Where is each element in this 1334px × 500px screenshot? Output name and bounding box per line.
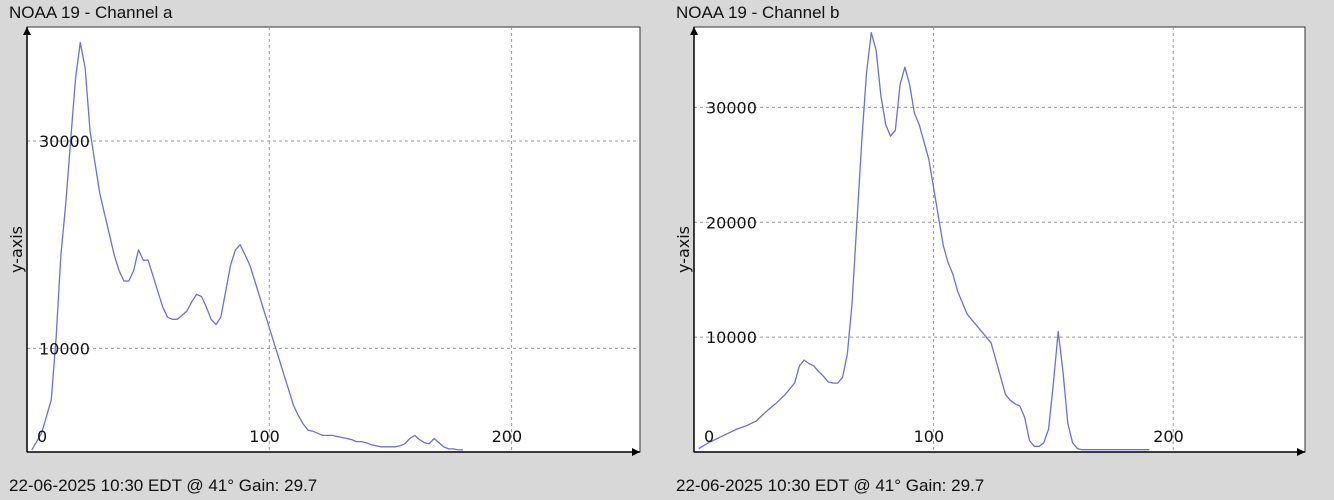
chart-footer: 22-06-2025 10:30 EDT @ 41° Gain: 29.7 — [9, 476, 318, 495]
chart-panel-b: NOAA 19 - Channel b 0 100 200 10000 20000 300… — [667, 0, 1334, 500]
y-tick-label: 10000 — [706, 328, 757, 347]
y-tick-label: 10000 — [39, 339, 90, 358]
series-line — [31, 41, 464, 451]
y-tick-label: 30000 — [706, 98, 757, 117]
chart-plot-b: 0 100 200 10000 20000 30000 y-axis — [674, 26, 1306, 456]
x-axis-arrow — [632, 448, 640, 456]
chart-footer: 22-06-2025 10:30 EDT @ 41° Gain: 29.7 — [676, 476, 985, 495]
plot-area — [693, 26, 1306, 453]
y-axis-title: y-axis — [674, 226, 693, 273]
x-tick-label: 0 — [704, 427, 714, 446]
x-tick-label: 100 — [914, 427, 945, 446]
chart-title: NOAA 19 - Channel a — [9, 3, 173, 22]
x-tick-label: 100 — [249, 427, 280, 446]
y-axis-arrow — [690, 27, 698, 35]
x-axis-arrow — [1297, 448, 1305, 456]
plot-area — [26, 26, 641, 453]
x-tick-label: 200 — [1153, 427, 1184, 446]
series-line — [698, 32, 1150, 451]
y-tick-label: 30000 — [39, 132, 90, 151]
y-axis-arrow — [23, 27, 31, 35]
chart-title: NOAA 19 - Channel b — [676, 3, 840, 22]
chart-plot-a: 0 100 200 10000 30000 y-axis — [7, 26, 641, 456]
y-axis-title: y-axis — [7, 226, 26, 273]
x-tick-label: 200 — [492, 427, 523, 446]
y-tick-label: 20000 — [706, 213, 757, 232]
chart-panel-a: NOAA 19 - Channel a 0 100 200 10000 30000 y-a… — [7, 3, 641, 495]
x-tick-label: 0 — [37, 427, 47, 446]
